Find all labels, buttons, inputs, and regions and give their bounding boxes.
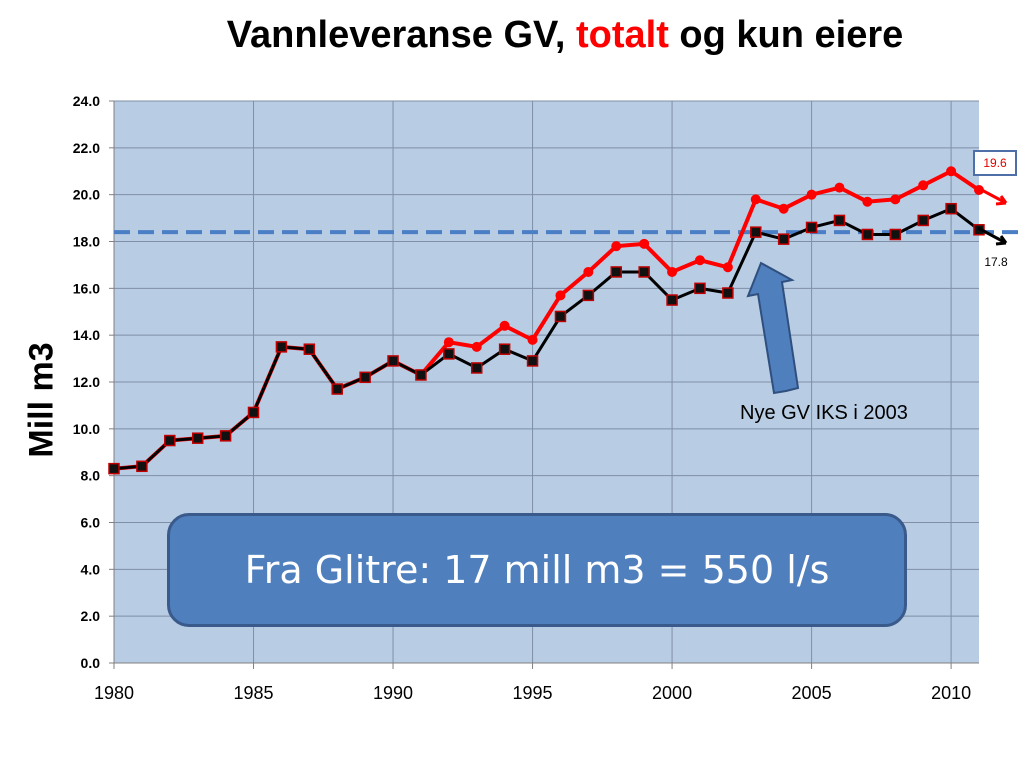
data-point-owners [108,462,120,475]
y-tick-label: 24.0 [73,93,100,109]
up-arrow-shape [746,261,800,395]
total-trend-arrow [977,186,1008,206]
y-tick-label: 12.0 [73,374,100,390]
data-point-owners [861,228,874,241]
x-tick-label: 1980 [94,683,134,703]
data-point-owners [219,430,232,442]
data-point-owners [805,221,818,234]
y-tick-label: 22.0 [73,140,100,156]
data-point-owners [610,266,623,278]
data-point-total [667,266,678,277]
owners-trend-arrow [977,226,1008,246]
data-point-owners [164,434,176,447]
y-tick-label: 10.0 [73,421,100,437]
x-tick-label: 1985 [233,683,273,703]
data-point-total [946,166,957,177]
y-tick-label: 18.0 [73,234,100,250]
x-tick-label: 1990 [373,683,413,703]
end-label-owners: 17.8 [984,255,1008,269]
x-tick-label: 2010 [931,683,971,703]
data-point-total [443,337,454,348]
annotation-arrows [746,186,1008,395]
data-point-total [611,241,622,252]
data-point-total [694,255,705,266]
data-point-owners [470,362,483,374]
data-point-owners [359,371,371,384]
data-point-total [527,334,538,345]
data-point-owners [889,228,902,241]
data-point-owners [443,348,455,360]
data-point-owners [303,343,316,355]
title-part-1: Vannleveranse GV, [226,14,576,56]
y-tick-label: 8.0 [81,468,101,484]
data-point-total [639,238,650,249]
data-point-total [890,194,901,205]
data-point-owners [387,355,399,367]
data-point-owners [945,202,957,215]
data-point-total [778,203,789,214]
y-tick-label: 16.0 [73,280,100,296]
chart-title: Vannleveranse GV, totalt og kun eiere [0,14,1024,57]
y-tick-label: 14.0 [73,327,100,343]
annotation-text: Nye GV IKS i 2003 [740,402,908,424]
data-point-owners [777,233,790,245]
y-axis-label: Mill m3 [22,342,61,458]
y-tick-label: 4.0 [81,561,101,577]
data-point-total [555,290,566,301]
data-point-total [750,194,761,205]
data-point-owners [722,287,734,299]
data-point-total [471,341,482,352]
data-point-owners [833,214,846,227]
data-point-total [722,262,733,273]
x-tick-label: 1995 [513,683,553,703]
end-label-total: 19.6 [973,150,1017,176]
data-point-owners [331,383,343,395]
y-tick-labels: 0.0 2.0 4.0 6.0 8.0 10.0 12.0 14.0 16.0 18.0 20.0 2… [73,93,114,671]
data-point-total [499,320,510,331]
x-tick-labels: 1980 1985 1990 1995 2000 2005 2010 [94,663,971,703]
x-tick-label: 2005 [792,683,832,703]
data-point-owners [750,226,762,238]
y-tick-label: 20.0 [73,187,100,203]
data-point-owners [191,432,204,444]
y-tick-label: 6.0 [81,515,101,531]
series-group [108,166,985,475]
data-point-owners [498,343,511,355]
title-part-2-highlight: totalt [575,14,669,56]
title-part-3: og kun eiere [668,14,904,56]
data-point-owners [917,214,929,227]
data-point-total [862,196,873,207]
data-point-owners [638,266,650,278]
data-point-owners [582,289,595,302]
data-point-total [806,189,817,200]
data-point-owners [136,460,148,473]
data-point-owners [554,310,567,323]
data-point-owners [275,341,288,353]
data-point-total [918,180,929,191]
y-tick-label: 0.0 [81,655,101,671]
data-point-owners [666,294,678,306]
data-point-owners [415,369,427,381]
data-point-total [583,266,594,277]
data-point-owners [694,282,706,295]
x-tick-label: 2000 [652,683,692,703]
data-point-total [834,182,845,193]
y-tick-label: 2.0 [81,608,101,624]
data-point-owners [526,355,539,367]
data-point-owners [247,406,260,419]
callout-box: Fra Glitre: 17 mill m3 = 550 l/s [167,513,907,627]
